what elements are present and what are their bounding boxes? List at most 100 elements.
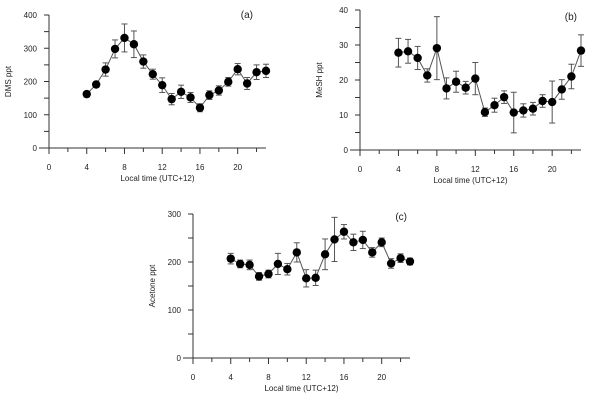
data-point bbox=[499, 92, 509, 102]
panel-label: (c) bbox=[395, 212, 407, 223]
data-point bbox=[186, 93, 195, 102]
x-axis-label: Local time (UTC+12) bbox=[264, 384, 338, 393]
data-point bbox=[233, 64, 242, 74]
data-point bbox=[167, 94, 176, 104]
data-point bbox=[120, 33, 129, 43]
data-point bbox=[538, 96, 547, 106]
y-axis-label: DMS ppt bbox=[4, 65, 13, 97]
y-tick-label: 100 bbox=[168, 306, 182, 315]
data-point bbox=[245, 260, 254, 270]
y-tick-label: 20 bbox=[339, 76, 348, 85]
x-tick-label: 12 bbox=[158, 163, 167, 172]
data-point bbox=[91, 80, 101, 89]
data-point bbox=[547, 97, 557, 107]
data-point bbox=[423, 71, 432, 80]
data-point bbox=[302, 274, 311, 283]
data-point bbox=[129, 40, 139, 49]
x-tick-label: 16 bbox=[196, 163, 205, 172]
data-point bbox=[148, 69, 157, 79]
x-tick-label: 0 bbox=[191, 373, 196, 382]
x-tick-label: 20 bbox=[377, 373, 386, 382]
data-point bbox=[195, 103, 205, 112]
y-tick-label: 300 bbox=[24, 44, 38, 53]
data-point bbox=[101, 65, 110, 74]
data-point bbox=[261, 66, 271, 76]
data-point bbox=[158, 80, 167, 90]
data-point bbox=[292, 248, 301, 257]
y-tick-label: 40 bbox=[339, 6, 348, 15]
data-point bbox=[377, 238, 386, 247]
data-point bbox=[413, 53, 422, 63]
x-tick-label: 4 bbox=[396, 165, 401, 174]
y-tick-label: 300 bbox=[168, 210, 182, 219]
data-point bbox=[226, 254, 235, 263]
data-point bbox=[386, 259, 396, 268]
data-point bbox=[330, 235, 339, 244]
data-point bbox=[139, 57, 148, 66]
data-point bbox=[490, 101, 499, 110]
data-point bbox=[471, 74, 480, 83]
data-point bbox=[461, 83, 470, 92]
data-point bbox=[576, 46, 586, 55]
data-point bbox=[480, 108, 490, 117]
data-point bbox=[283, 265, 292, 274]
data-point bbox=[224, 77, 233, 87]
data-point bbox=[528, 104, 538, 113]
y-tick-label: 30 bbox=[339, 41, 348, 50]
data-point bbox=[403, 47, 413, 56]
data-point bbox=[567, 72, 576, 81]
data-point bbox=[557, 85, 566, 94]
x-tick-label: 4 bbox=[85, 163, 90, 172]
y-tick-label: 0 bbox=[33, 144, 38, 153]
data-point bbox=[264, 269, 273, 279]
data-point bbox=[235, 259, 245, 269]
data-point bbox=[405, 257, 415, 266]
y-axis-label: Acetone ppt bbox=[148, 264, 157, 307]
y-tick-label: 0 bbox=[177, 354, 182, 363]
x-tick-label: 0 bbox=[47, 163, 52, 172]
y-tick-label: 200 bbox=[168, 258, 182, 267]
x-tick-label: 16 bbox=[340, 373, 349, 382]
data-point bbox=[254, 272, 264, 281]
data-point bbox=[242, 79, 252, 88]
x-tick-label: 8 bbox=[122, 163, 127, 172]
data-point bbox=[320, 250, 330, 259]
y-tick-label: 10 bbox=[339, 111, 348, 120]
data-point bbox=[349, 238, 358, 247]
data-point bbox=[509, 108, 518, 117]
data-point bbox=[214, 86, 224, 95]
data-point bbox=[176, 87, 186, 97]
data-point bbox=[358, 235, 368, 245]
panel-c: 0 100 200 300 0 4 8 12 16 20 Local time (UTC+12) Ac… bbox=[148, 210, 415, 393]
panel-b: 0 10 20 30 40 0 4 8 12 16 20 Local time (UTC+12) MeS… bbox=[315, 6, 586, 185]
data-point bbox=[432, 43, 442, 53]
data-point bbox=[273, 259, 283, 269]
data-point bbox=[368, 248, 377, 257]
y-tick-label: 200 bbox=[24, 78, 38, 87]
x-tick-label: 0 bbox=[358, 165, 363, 174]
data-point bbox=[451, 77, 461, 86]
data-point bbox=[519, 106, 528, 115]
y-tick-label: 100 bbox=[24, 111, 38, 120]
x-tick-label: 8 bbox=[435, 165, 440, 174]
y-tick-label: 0 bbox=[344, 146, 349, 155]
data-point bbox=[394, 48, 403, 57]
panel-label: (b) bbox=[565, 12, 577, 23]
x-tick-label: 16 bbox=[509, 165, 518, 174]
data-point bbox=[205, 90, 214, 100]
panel-label: (a) bbox=[241, 10, 253, 21]
y-tick-label: 400 bbox=[24, 11, 38, 20]
data-point bbox=[82, 89, 91, 99]
x-axis-label: Local time (UTC+12) bbox=[120, 174, 194, 183]
data-point bbox=[396, 253, 405, 263]
x-tick-label: 4 bbox=[229, 373, 234, 382]
data-point bbox=[311, 273, 320, 283]
panel-a: 0 100 200 300 400 0 4 8 12 16 20 Local time (UTC+12… bbox=[4, 10, 271, 183]
data-point bbox=[110, 44, 120, 54]
data-point bbox=[252, 67, 261, 77]
x-tick-label: 20 bbox=[233, 163, 242, 172]
data-point bbox=[442, 84, 451, 93]
data-point bbox=[339, 227, 349, 236]
